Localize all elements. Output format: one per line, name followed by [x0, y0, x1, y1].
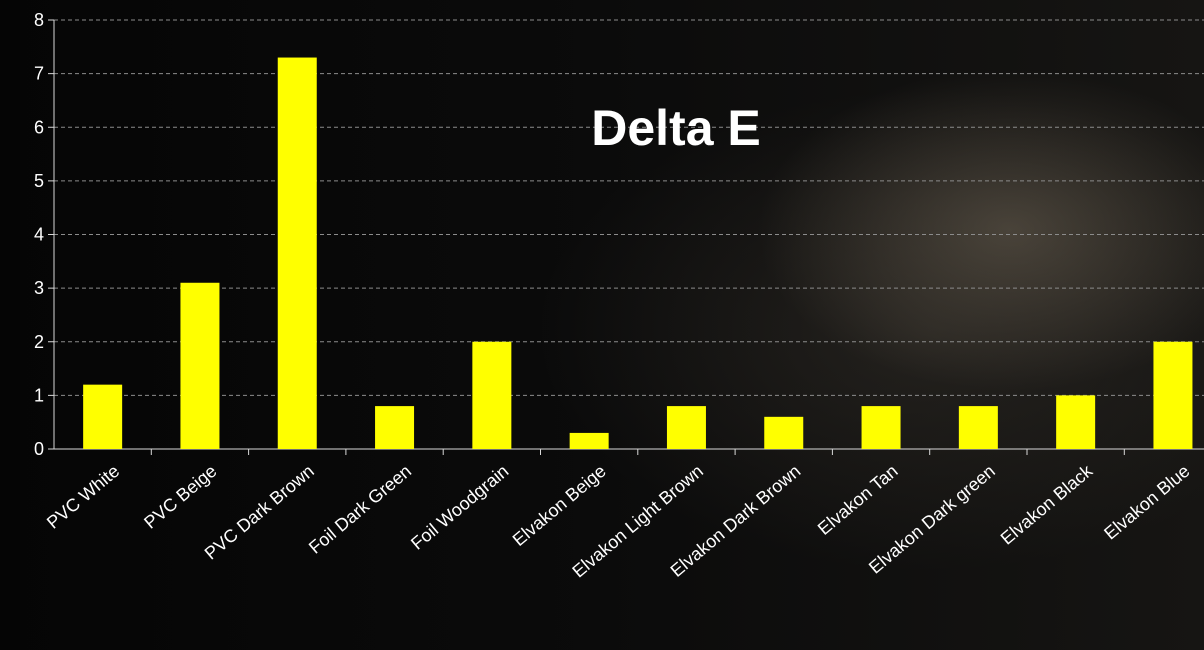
y-tick-label: 6	[34, 117, 44, 137]
y-tick-label: 2	[34, 332, 44, 352]
bar	[666, 406, 706, 449]
x-tick-label: Elvakon Blue	[1100, 461, 1193, 544]
y-tick-label: 4	[34, 225, 44, 245]
bar	[764, 416, 804, 449]
y-tick-label: 1	[34, 385, 44, 405]
x-tick-label: Foil Dark Green	[305, 461, 415, 558]
bar	[180, 282, 220, 449]
bar	[1056, 395, 1096, 449]
x-tick-label: PVC Beige	[140, 461, 220, 533]
gridlines	[54, 19, 1204, 396]
y-tick-label: 7	[34, 64, 44, 84]
x-tick-label: Elvakon Black	[997, 460, 1097, 549]
bar	[472, 341, 512, 449]
bar	[569, 432, 609, 449]
bar	[83, 384, 123, 449]
y-tick-label: 0	[34, 439, 44, 459]
x-tick-label: Foil Woodgrain	[407, 461, 512, 554]
x-tick-label: Elvakon Tan	[814, 461, 902, 539]
bar	[861, 406, 901, 449]
y-tick-labels: 0 1 2 3 4 5 6 7 8	[34, 10, 54, 459]
chart-title: Delta E	[591, 100, 761, 156]
x-tick-label: PVC White	[43, 461, 123, 533]
y-tick-label: 5	[34, 171, 44, 191]
bar	[958, 406, 998, 449]
y-tick-label: 3	[34, 278, 44, 298]
bar	[277, 57, 317, 449]
y-tick-label: 8	[34, 10, 44, 30]
bar	[1153, 341, 1193, 449]
bars	[83, 57, 1193, 449]
x-tick-label: Elvakon Beige	[509, 461, 610, 550]
bar	[375, 406, 415, 449]
